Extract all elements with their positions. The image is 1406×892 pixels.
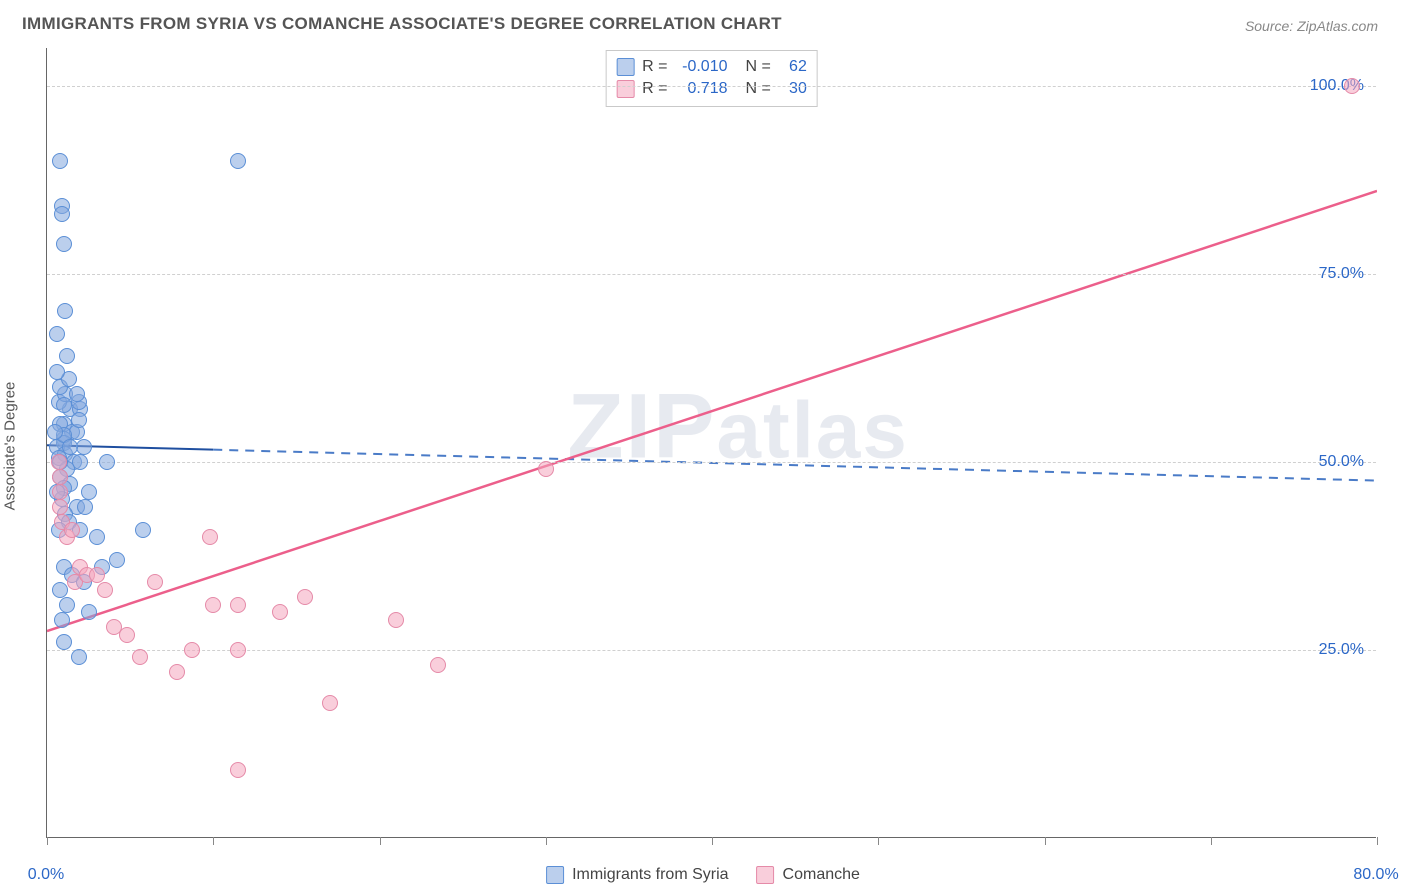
scatter-point	[64, 522, 80, 538]
scatter-point	[89, 529, 105, 545]
x-tick	[546, 837, 547, 845]
watermark: ZIPatlas	[567, 374, 908, 479]
scatter-point	[56, 634, 72, 650]
scatter-point	[388, 612, 404, 628]
scatter-point	[52, 153, 68, 169]
scatter-point	[119, 627, 135, 643]
scatter-point	[51, 454, 67, 470]
x-tick	[712, 837, 713, 845]
scatter-point	[81, 604, 97, 620]
legend-label: Comanche	[783, 866, 860, 883]
stat-legend: R = -0.010 N = 62 R = 0.718 N = 30	[605, 50, 818, 107]
series-legend: Immigrants from Syria Comanche	[546, 866, 860, 884]
scatter-point	[184, 642, 200, 658]
legend-swatch	[616, 58, 634, 76]
scatter-point	[52, 582, 68, 598]
scatter-point	[49, 364, 65, 380]
scatter-point	[430, 657, 446, 673]
x-tick	[1211, 837, 1212, 845]
scatter-point	[322, 695, 338, 711]
n-label: N =	[746, 56, 771, 78]
scatter-point	[1344, 78, 1360, 94]
scatter-point	[272, 604, 288, 620]
stat-legend-row: R = 0.718 N = 30	[616, 78, 807, 100]
scatter-point	[230, 642, 246, 658]
scatter-point	[230, 153, 246, 169]
scatter-point	[56, 397, 72, 413]
r-value: -0.010	[676, 56, 728, 78]
scatter-point	[147, 574, 163, 590]
trend-line-dashed	[213, 450, 1377, 481]
scatter-point	[135, 522, 151, 538]
trend-line	[47, 191, 1377, 631]
scatter-point	[99, 454, 115, 470]
gridline	[47, 650, 1376, 651]
scatter-point	[54, 206, 70, 222]
y-tick-label: 25.0%	[1319, 641, 1364, 659]
chart-title: IMMIGRANTS FROM SYRIA VS COMANCHE ASSOCI…	[22, 14, 782, 34]
x-tick-label: 0.0%	[28, 866, 64, 884]
scatter-point	[97, 582, 113, 598]
y-tick-label: 75.0%	[1319, 265, 1364, 283]
scatter-point	[538, 461, 554, 477]
y-axis-title: Associate's Degree	[2, 382, 19, 511]
n-value: 30	[779, 78, 807, 100]
x-tick-label: 80.0%	[1353, 866, 1398, 884]
scatter-point	[52, 484, 68, 500]
scatter-point	[69, 386, 85, 402]
scatter-point	[81, 484, 97, 500]
scatter-point	[71, 412, 87, 428]
scatter-point	[56, 236, 72, 252]
plot-area: ZIPatlas R = -0.010 N = 62 R = 0.718 N = 30 25.…	[46, 48, 1376, 838]
scatter-point	[57, 303, 73, 319]
scatter-point	[71, 649, 87, 665]
scatter-point	[62, 439, 78, 455]
x-tick	[1377, 837, 1378, 845]
y-tick-label: 50.0%	[1319, 453, 1364, 471]
scatter-point	[49, 326, 65, 342]
r-value: 0.718	[676, 78, 728, 100]
x-tick	[380, 837, 381, 845]
scatter-point	[52, 469, 68, 485]
r-label: R =	[642, 78, 667, 100]
legend-item: Comanche	[757, 866, 860, 884]
source-label: Source: ZipAtlas.com	[1245, 18, 1378, 34]
x-tick	[47, 837, 48, 845]
scatter-point	[202, 529, 218, 545]
chart-container: IMMIGRANTS FROM SYRIA VS COMANCHE ASSOCI…	[0, 0, 1406, 892]
x-tick	[213, 837, 214, 845]
stat-legend-row: R = -0.010 N = 62	[616, 56, 807, 78]
scatter-point	[59, 597, 75, 613]
n-label: N =	[746, 78, 771, 100]
x-tick	[878, 837, 879, 845]
scatter-point	[230, 597, 246, 613]
scatter-point	[47, 424, 63, 440]
n-value: 62	[779, 56, 807, 78]
scatter-point	[132, 649, 148, 665]
legend-swatch	[757, 866, 775, 884]
scatter-point	[54, 612, 70, 628]
legend-swatch	[546, 866, 564, 884]
gridline	[47, 86, 1376, 87]
legend-item: Immigrants from Syria	[546, 866, 728, 884]
scatter-point	[109, 552, 125, 568]
scatter-point	[169, 664, 185, 680]
x-tick	[1045, 837, 1046, 845]
r-label: R =	[642, 56, 667, 78]
scatter-point	[230, 762, 246, 778]
scatter-point	[89, 567, 105, 583]
scatter-point	[297, 589, 313, 605]
scatter-point	[52, 499, 68, 515]
scatter-point	[77, 499, 93, 515]
gridline	[47, 462, 1376, 463]
legend-label: Immigrants from Syria	[572, 866, 728, 883]
legend-swatch	[616, 80, 634, 98]
scatter-point	[205, 597, 221, 613]
scatter-point	[59, 348, 75, 364]
gridline	[47, 274, 1376, 275]
trend-lines	[47, 48, 1377, 838]
